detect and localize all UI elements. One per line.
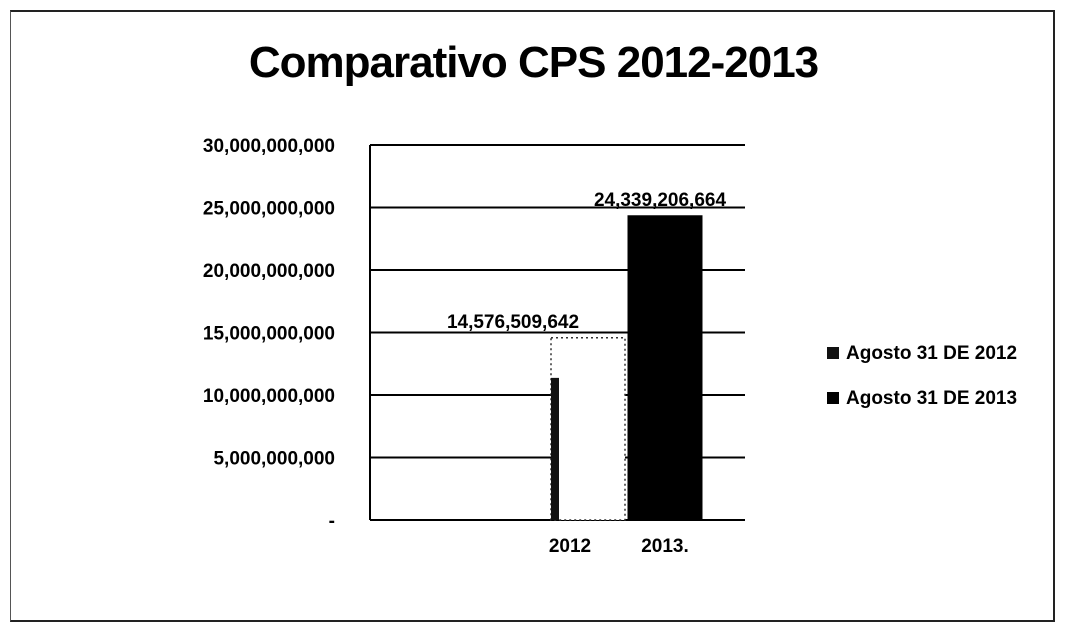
legend-label-0: Agosto 31 DE 2012 bbox=[846, 343, 1017, 364]
legend-label-1: Agosto 31 DE 2013 bbox=[846, 388, 1017, 409]
legend-swatch-1 bbox=[827, 392, 839, 404]
bar-edge bbox=[551, 377, 559, 520]
chart-frame bbox=[10, 10, 1055, 622]
y-tick-label-1: 5,000,000,000 bbox=[213, 449, 335, 470]
y-tick-label-5: 25,000,000,000 bbox=[203, 199, 335, 220]
x-tick-label-0: 2012 bbox=[549, 536, 591, 557]
bar-agosto-31-de-2012 bbox=[550, 337, 626, 521]
y-tick-label-4: 20,000,000,000 bbox=[203, 261, 335, 282]
x-tick-label-1: 2013. bbox=[641, 536, 689, 557]
chart-title: Comparativo CPS 2012-2013 bbox=[248, 38, 819, 87]
data-label-1: 24,339,206,664 bbox=[594, 190, 727, 211]
y-tick-label-2: 10,000,000,000 bbox=[203, 386, 335, 407]
bar-agosto-31-de-2013 bbox=[627, 215, 703, 521]
legend-swatch-0 bbox=[827, 347, 839, 359]
y-tick-label-6: 30,000,000,000 bbox=[203, 136, 335, 157]
y-tick-label-3: 15,000,000,000 bbox=[203, 324, 335, 345]
data-label-0: 14,576,509,642 bbox=[447, 312, 579, 333]
y-tick-label-0: - bbox=[329, 511, 335, 532]
